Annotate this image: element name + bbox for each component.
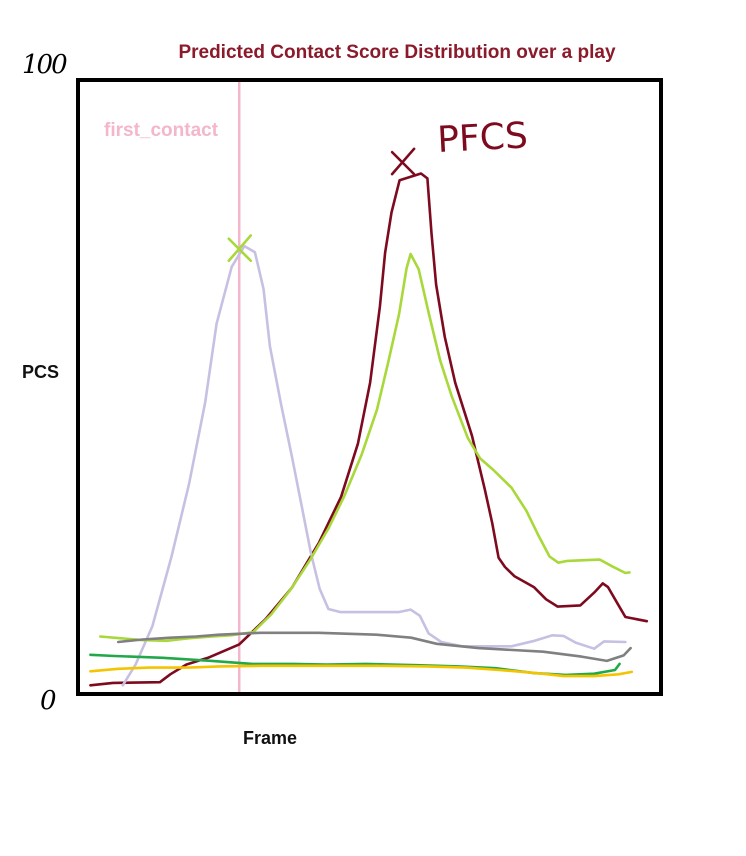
- series-layer: [89, 82, 649, 692]
- plot-frame: [76, 78, 663, 696]
- chart-title: Predicted Contact Score Distribution ove…: [178, 42, 616, 63]
- y-tick-max: 100: [22, 50, 68, 80]
- y-tick-min: 0: [40, 686, 57, 716]
- series-line-5: [89, 653, 621, 677]
- pfcs-label: PFCS: [436, 115, 528, 161]
- series-line-3: [99, 252, 631, 643]
- series-line-1: [89, 172, 649, 687]
- y-axis-label: PCS: [22, 362, 60, 382]
- series-line-6: [89, 664, 634, 678]
- annotation-layer: first_contact PFCS: [104, 115, 529, 263]
- series-line-2: [121, 244, 627, 687]
- peak-marker-2: [390, 147, 416, 176]
- peak-marker-1: [227, 234, 253, 263]
- x-axis-label: Frame: [243, 728, 298, 748]
- first-contact-label: first_contact: [104, 120, 219, 141]
- series-line-4: [116, 631, 632, 663]
